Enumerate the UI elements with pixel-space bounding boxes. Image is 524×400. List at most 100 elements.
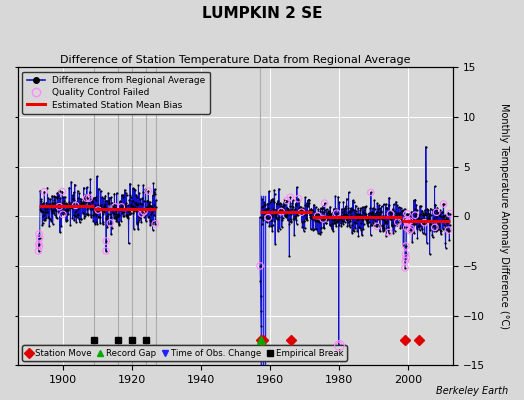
Point [107, 194, 116, 201]
Point [433, 217, 441, 223]
Point [125, 211, 133, 217]
Point [144, 188, 152, 194]
Point [439, 212, 447, 219]
Point [311, 204, 320, 210]
Point [133, 202, 141, 208]
Point [365, 219, 373, 225]
Point [147, 210, 155, 217]
Point [364, 215, 372, 222]
Point [97, 205, 105, 211]
Point [122, 192, 130, 198]
Point [327, 214, 335, 221]
Point [406, 228, 414, 234]
Point [406, 218, 414, 224]
Point [405, 220, 413, 227]
Point [41, 217, 49, 224]
Point [344, 209, 352, 215]
Point [374, 212, 382, 218]
Point [58, 205, 66, 212]
Point [123, 212, 132, 218]
Point [76, 201, 84, 208]
Point [64, 206, 72, 213]
Point [289, 215, 298, 222]
Point [338, 209, 346, 215]
Point [133, 221, 141, 227]
Point [89, 212, 97, 218]
Point [367, 189, 375, 196]
Point [337, 223, 346, 229]
Point [372, 212, 380, 219]
Point [56, 195, 64, 201]
Point [401, 258, 409, 264]
Point [308, 226, 316, 233]
Point [420, 220, 429, 226]
Point [78, 200, 86, 206]
Point [378, 225, 387, 231]
Point [393, 202, 401, 209]
Point [97, 205, 106, 211]
Point [89, 218, 97, 224]
Point [149, 218, 157, 225]
Point [80, 184, 88, 191]
Point [256, 292, 265, 299]
Point [147, 203, 155, 209]
Point [305, 212, 314, 218]
Point [373, 200, 381, 207]
Point [392, 212, 400, 218]
Point [85, 203, 94, 209]
Point [395, 216, 403, 223]
Point [433, 220, 442, 227]
Point [335, 222, 344, 228]
Point [425, 251, 434, 257]
Point [69, 195, 78, 202]
Point [66, 222, 74, 228]
Point [439, 226, 447, 232]
Point [357, 220, 365, 226]
Point [421, 207, 429, 213]
Point [361, 204, 369, 210]
Point [60, 198, 69, 204]
Point [295, 210, 303, 217]
Point [264, 214, 272, 221]
Point [113, 219, 122, 225]
Point [341, 206, 350, 212]
Point [271, 240, 279, 247]
Point [83, 210, 92, 217]
Point [114, 206, 123, 212]
Point [384, 227, 392, 233]
Point [332, 205, 340, 212]
Point [278, 224, 286, 230]
Point [293, 198, 302, 205]
Point [336, 216, 344, 223]
Point [285, 209, 293, 216]
Legend: Station Move, Record Gap, Time of Obs. Change, Empirical Break: Station Move, Record Gap, Time of Obs. C… [22, 345, 347, 361]
Point [383, 214, 391, 220]
Point [380, 219, 389, 226]
Point [271, 206, 280, 213]
Point [412, 206, 421, 213]
Point [258, 215, 267, 221]
Point [127, 198, 136, 204]
Point [132, 200, 140, 206]
Point [52, 215, 61, 221]
Point [344, 218, 352, 225]
Point [51, 206, 59, 212]
Point [369, 205, 377, 211]
Point [430, 210, 438, 216]
Point [339, 199, 347, 205]
Point [348, 230, 356, 236]
Point [305, 196, 313, 203]
Point [355, 224, 363, 230]
Point [436, 213, 444, 219]
Point [45, 222, 53, 229]
Point [424, 214, 432, 221]
Point [413, 234, 422, 241]
Point [422, 178, 430, 185]
Point [330, 216, 339, 223]
Point [96, 220, 104, 226]
Y-axis label: Monthly Temperature Anomaly Difference (°C): Monthly Temperature Anomaly Difference (… [499, 103, 509, 329]
Point [445, 237, 454, 243]
Point [144, 213, 152, 220]
Point [414, 224, 422, 230]
Point [395, 213, 403, 219]
